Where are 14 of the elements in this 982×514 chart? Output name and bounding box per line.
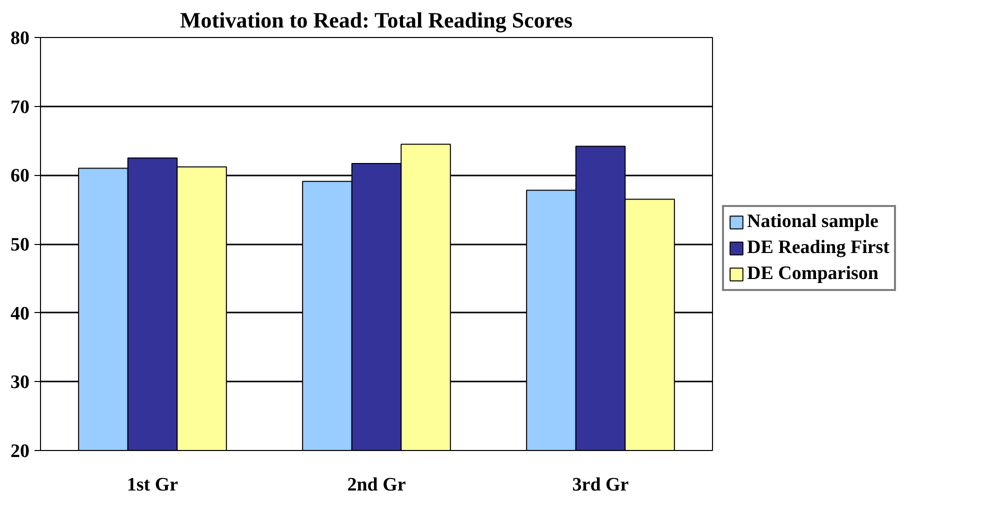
y-tick-label: 20 bbox=[10, 441, 30, 462]
legend-label: DE Reading First bbox=[747, 237, 890, 259]
x-tick-label: 3rd Gr bbox=[572, 474, 630, 496]
legend-label: National sample bbox=[747, 211, 878, 233]
x-tick-label: 1st Gr bbox=[126, 474, 179, 496]
chart-title: Motivation to Read: Total Reading Scores bbox=[180, 8, 574, 32]
legend-label: DE Comparison bbox=[747, 263, 878, 285]
x-tick-label: 2nd Gr bbox=[347, 474, 406, 496]
y-tick-label: 80 bbox=[10, 28, 30, 49]
y-tick-label: 30 bbox=[10, 372, 30, 394]
y-tick-label: 60 bbox=[10, 166, 30, 187]
y-tick-label: 70 bbox=[10, 96, 30, 118]
y-tick-label: 50 bbox=[10, 234, 30, 256]
y-tick-label: 40 bbox=[10, 303, 30, 324]
